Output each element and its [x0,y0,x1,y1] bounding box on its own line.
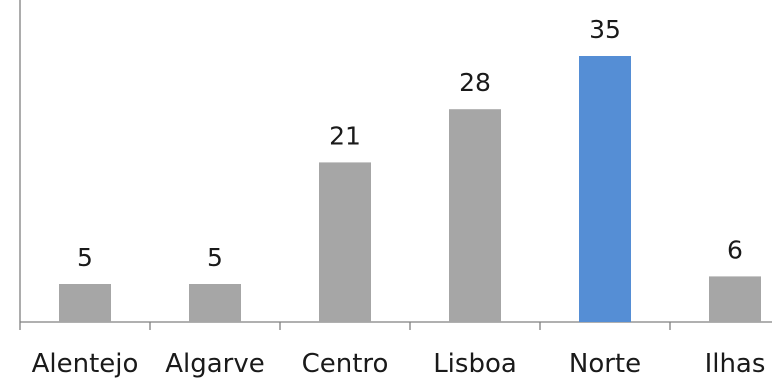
bar-ilhas [709,276,761,322]
category-label-algarve: Algarve [165,349,265,379]
category-labels-group: Alentejo Algarve Centro Lisboa Norte Ilhas [32,349,766,379]
bar-algarve [189,284,241,322]
category-label-centro: Centro [302,349,389,379]
category-label-norte: Norte [569,349,641,379]
value-label-centro: 21 [329,121,361,150]
bar-alentejo [59,284,111,322]
bar-lisboa [449,109,501,322]
value-labels-group: 5 5 21 28 35 6 [77,15,743,272]
value-label-alentejo: 5 [77,243,93,272]
value-label-algarve: 5 [207,243,223,272]
category-label-alentejo: Alentejo [32,349,139,379]
bar-centro [319,162,371,322]
value-label-ilhas: 6 [727,235,743,264]
x-axis-ticks [19,322,671,330]
category-label-ilhas: Ilhas [705,349,766,379]
value-label-norte: 35 [589,15,621,44]
category-label-lisboa: Lisboa [433,349,517,379]
bars-group [59,56,761,322]
value-label-lisboa: 28 [459,68,491,97]
bar-norte [579,56,631,322]
